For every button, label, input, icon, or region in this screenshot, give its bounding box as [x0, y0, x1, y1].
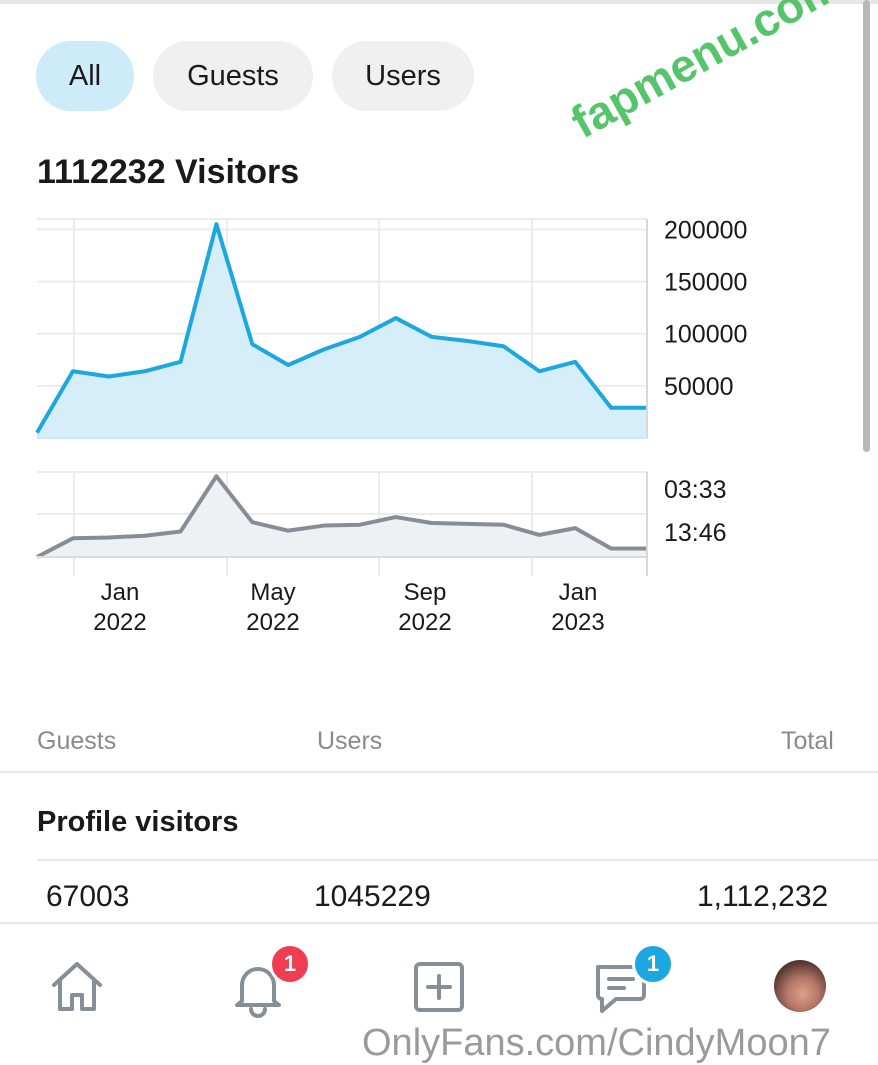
visitors-chart: 200000 150000 100000 50000 03:33 13:46 Jan 2022…	[35, 216, 747, 636]
scrollbar[interactable]	[863, 0, 870, 452]
x-tick-month: Jan	[101, 579, 140, 606]
duration-area-fill	[37, 476, 647, 557]
chart-areas	[35, 222, 647, 559]
tab-all[interactable]: All	[36, 41, 134, 111]
tab-users[interactable]: Users	[332, 41, 474, 111]
section-title-profile-visitors: Profile visitors	[37, 806, 239, 838]
header-divider	[0, 771, 878, 773]
x-tick-month: May	[250, 579, 295, 606]
chart-tick-labels: 200000 150000 100000 50000 03:33 13:46 Jan 2022…	[93, 216, 747, 636]
profile-avatar[interactable]	[774, 960, 826, 1012]
x-tick-year: 2023	[551, 609, 604, 636]
add-post-icon[interactable]	[410, 958, 468, 1021]
visitors-heading: 1112232 Visitors	[37, 153, 300, 191]
y-tick-label: 150000	[664, 269, 747, 297]
section-divider	[37, 859, 878, 861]
x-tick-year: 2022	[93, 609, 146, 636]
y-tick-label: 50000	[664, 373, 734, 401]
watermark-text: fapmenu.com	[562, 0, 850, 149]
x-tick-month: Jan	[559, 579, 598, 606]
chart-axes	[37, 219, 648, 576]
messages-badge: 1	[632, 943, 674, 985]
footer-watermark: OnlyFans.com/CindyMoon7	[362, 1022, 831, 1064]
y-tick-label-duration: 13:46	[664, 519, 727, 547]
y-tick-label: 200000	[664, 216, 747, 244]
x-tick-year: 2022	[246, 609, 299, 636]
notifications-badge: 1	[269, 943, 311, 985]
column-header-guests: Guests	[37, 727, 117, 755]
column-header-total: Total	[781, 727, 834, 755]
x-tick-month: Sep	[404, 579, 447, 606]
visitors-area-fill	[37, 224, 647, 438]
tab-guests[interactable]: Guests	[153, 41, 313, 111]
cell-users-count: 1045229	[314, 880, 431, 913]
notifications-bell-icon[interactable]	[226, 955, 290, 1024]
home-icon[interactable]	[46, 955, 108, 1022]
top-divider	[0, 0, 878, 4]
column-header-users: Users	[317, 727, 383, 755]
cell-guests-count: 67003	[46, 880, 130, 913]
visitors-line	[35, 222, 647, 434]
x-tick-year: 2022	[398, 609, 451, 636]
cell-total-count: 1,112,232	[697, 880, 829, 913]
y-tick-label: 100000	[664, 321, 747, 349]
duration-line	[36, 474, 647, 559]
y-tick-label-duration: 03:33	[664, 476, 727, 504]
